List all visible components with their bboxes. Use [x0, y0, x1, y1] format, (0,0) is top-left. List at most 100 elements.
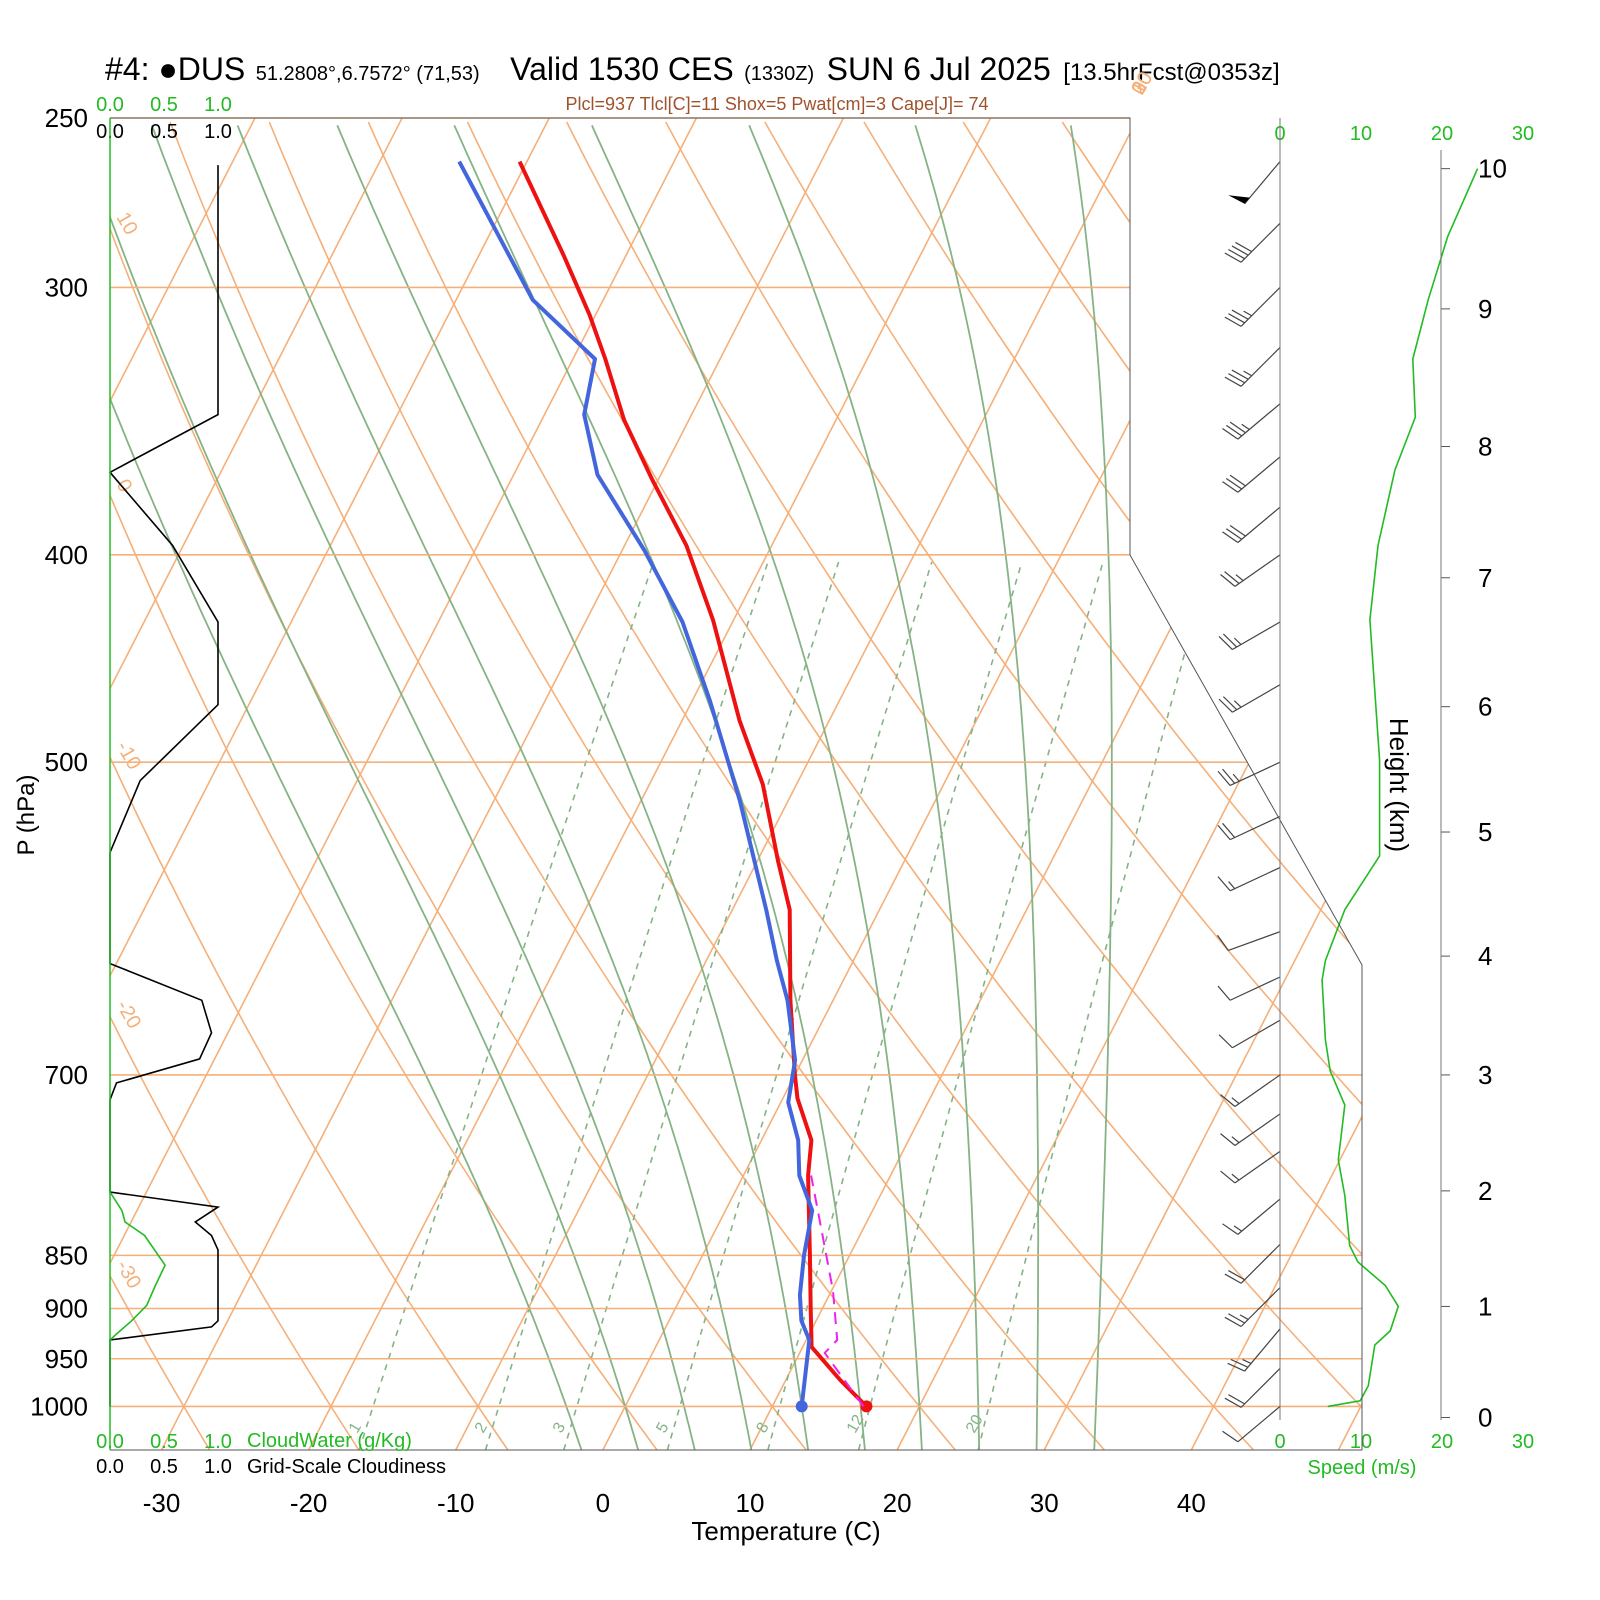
- height-tick-label: 5: [1478, 817, 1492, 847]
- stats-annotation: Plcl=937 Tlcl[C]=11 Shox=5 Pwat[cm]=3 Ca…: [565, 94, 988, 114]
- dry-adiabat: [110, 121, 360, 1450]
- isotherm: [160, 118, 845, 1450]
- isotherm: [110, 118, 403, 1450]
- barb-feather: [1224, 316, 1242, 327]
- barb-half-feather: [1233, 700, 1242, 708]
- height-tick-label: 1: [1478, 1291, 1492, 1321]
- utc-time: (1330Z): [744, 63, 814, 85]
- height-axis-label: Height (km): [1384, 718, 1414, 852]
- cloudiness-line: [108, 165, 221, 1407]
- height-tick-label: 8: [1478, 432, 1492, 462]
- mixing-ratio-label: 12: [844, 1412, 868, 1436]
- barb-feather: [1235, 241, 1253, 253]
- barb-half-feather: [1243, 310, 1253, 317]
- moist-adiabat: [453, 125, 867, 1450]
- moist-adiabat: [236, 125, 754, 1450]
- barb-feather: [1224, 376, 1242, 387]
- barb-feather: [1231, 245, 1249, 256]
- mixing-ratio-line: [666, 561, 933, 1450]
- dry-adiabat: [962, 121, 1362, 1450]
- speed-tick-label: 30: [1512, 1431, 1534, 1453]
- barb-half-feather: [1231, 1097, 1240, 1105]
- moist-adiabat: [151, 125, 698, 1450]
- y-tick-label: 500: [45, 747, 88, 777]
- moist-adiabat: [591, 125, 924, 1450]
- mixing-ratio-line: [977, 561, 1211, 1450]
- barb-staff: [1229, 976, 1281, 1001]
- moist-adiabat: [336, 125, 810, 1450]
- barb-staff: [1237, 1198, 1281, 1235]
- barb-feather: [1220, 1170, 1236, 1184]
- moist-adiabat: [1069, 125, 1113, 1450]
- barb-staff: [1240, 1287, 1281, 1327]
- mixing-ratio-line: [767, 561, 1023, 1450]
- y-tick-label: 250: [45, 103, 88, 133]
- y-axis-label: P (hPa): [13, 775, 40, 856]
- height-tick-label: 7: [1478, 563, 1492, 593]
- barb-half-feather: [1241, 423, 1250, 430]
- barb-feather: [1222, 822, 1236, 838]
- barb-staff: [1237, 456, 1281, 493]
- barb-feather: [1228, 313, 1245, 324]
- barb-staff: [1240, 222, 1281, 263]
- barb-staff: [1244, 1328, 1281, 1372]
- barb-feather: [1217, 876, 1231, 892]
- barb-staff: [1229, 761, 1281, 787]
- barb-feather: [1220, 574, 1236, 587]
- height-tick-label: 9: [1478, 294, 1492, 324]
- barb-staff: [1240, 1243, 1281, 1284]
- barb-feather: [1231, 369, 1249, 380]
- barb-half-feather: [1235, 574, 1244, 582]
- barb-staff: [1240, 1368, 1281, 1408]
- mixing-ratio-line: [857, 561, 1104, 1450]
- isotherm: [896, 118, 1362, 1450]
- cloud-tick-label: 0.0: [96, 1456, 124, 1478]
- dry-adiabat: [367, 121, 1255, 1450]
- cloudwater-line: [109, 1191, 167, 1341]
- barb-staff: [1234, 1113, 1281, 1146]
- cloudwater-label: CloudWater (g/Kg): [247, 1430, 412, 1452]
- barb-feather: [1218, 636, 1233, 650]
- dry-adiabat: [169, 121, 956, 1450]
- cloud-tick-label: 1.0: [204, 121, 232, 143]
- barb-feather: [1225, 477, 1243, 490]
- barb-feather: [1222, 768, 1236, 784]
- y-tick-label: 950: [45, 1344, 88, 1374]
- y-tick-label: 700: [45, 1060, 88, 1090]
- cloud-tick-label: 0.5: [150, 1456, 178, 1478]
- barb-half-feather: [1231, 1136, 1240, 1144]
- cloud-tick-label: 1.0: [204, 94, 232, 116]
- barb-feather: [1228, 1394, 1245, 1405]
- barb-half-feather: [1233, 637, 1242, 645]
- isotherm: [307, 118, 992, 1450]
- barb-staff: [1234, 554, 1281, 587]
- barb-feather: [1217, 825, 1231, 841]
- barb-feather: [1218, 698, 1233, 713]
- barb-feather: [1229, 421, 1246, 434]
- wind-speed-line: [1321, 168, 1479, 1408]
- barb-feather: [1225, 424, 1243, 437]
- barb-staff: [1237, 403, 1281, 440]
- barb-feather: [1216, 934, 1229, 951]
- dry-adiabat: [665, 121, 1362, 1450]
- cloud-tick-label: 1.0: [204, 1456, 232, 1478]
- barb-half-feather: [1233, 1225, 1243, 1232]
- barb-half-feather: [1231, 1173, 1240, 1181]
- barb-feather: [1231, 309, 1249, 320]
- barb-staff: [1244, 161, 1281, 205]
- barb-staff: [1237, 1405, 1281, 1443]
- dry-adiabat: [565, 121, 1362, 1450]
- barb-staff: [1229, 866, 1281, 892]
- speed-tick-label: 10: [1350, 123, 1372, 145]
- moist-adiabat: [748, 125, 981, 1450]
- profile-line: [517, 160, 868, 1408]
- cloudiness-label: Grid-Scale Cloudiness: [247, 1456, 446, 1478]
- height-tick-label: 4: [1478, 941, 1492, 971]
- station: #4: ●DUS: [105, 51, 245, 87]
- speed-tick-label: 10: [1350, 1431, 1372, 1453]
- profile-line: [810, 1175, 865, 1407]
- barb-feather: [1224, 1273, 1242, 1284]
- dry-adiabat: [110, 121, 658, 1450]
- isotherm: [110, 118, 698, 1450]
